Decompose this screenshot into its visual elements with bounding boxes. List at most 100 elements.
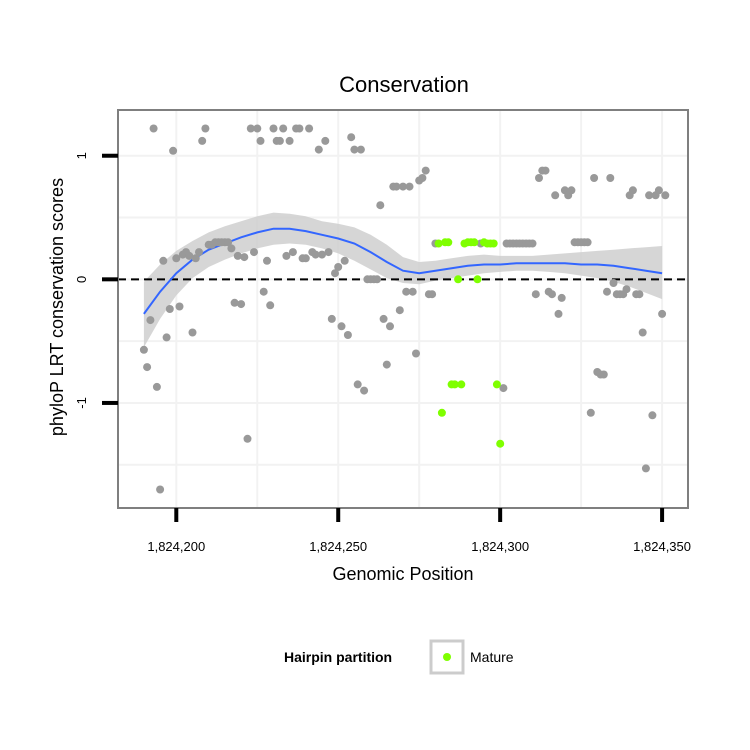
mature-point — [437, 408, 446, 417]
x-tick-label: 1,824,300 — [471, 539, 529, 554]
data-point — [343, 331, 352, 339]
data-point — [628, 186, 637, 195]
data-point — [412, 349, 420, 358]
data-point — [172, 254, 181, 263]
data-point — [185, 251, 194, 260]
data-point — [198, 136, 207, 145]
data-point — [567, 186, 576, 195]
panel-border — [117, 109, 689, 509]
data-point — [334, 263, 343, 271]
y-tick-label: 0 — [74, 276, 89, 283]
x-axis-label: Genomic Position — [332, 564, 473, 584]
data-point — [195, 248, 203, 257]
x-tick-label: 1,824,200 — [147, 539, 205, 554]
data-point — [305, 124, 314, 133]
data-point — [356, 145, 365, 154]
data-point — [402, 287, 411, 296]
data-point — [324, 248, 333, 257]
data-point — [658, 309, 667, 318]
data-point — [237, 300, 246, 309]
data-point — [548, 290, 556, 299]
y-axis-label: phyloP LRT conservation scores — [47, 178, 67, 436]
data-point — [321, 136, 330, 145]
data-point — [606, 174, 615, 182]
data-point — [279, 124, 288, 133]
data-point — [143, 363, 152, 372]
data-point — [648, 411, 657, 420]
data-point — [638, 328, 647, 337]
data-point — [288, 248, 297, 257]
mature-point — [496, 439, 505, 448]
data-point — [661, 191, 670, 200]
data-point — [227, 244, 236, 253]
data-point — [275, 136, 284, 145]
data-point — [428, 290, 437, 299]
data-point — [243, 434, 252, 443]
data-point — [421, 166, 430, 175]
data-point — [311, 250, 320, 259]
mature-point — [457, 380, 466, 389]
data-point — [395, 306, 404, 315]
data-point — [246, 124, 255, 133]
mature-point — [492, 380, 501, 389]
data-point — [360, 386, 369, 395]
legend-title: Hairpin partition — [284, 649, 392, 665]
x-axis: 1,824,200 1,824,250 1,824,300 1,824,350 — [147, 508, 691, 554]
data-point — [230, 298, 239, 307]
mature-point — [454, 275, 463, 284]
data-point — [331, 269, 339, 278]
data-point — [551, 191, 560, 200]
data-point — [654, 186, 663, 195]
data-point — [392, 182, 401, 191]
data-point — [373, 275, 382, 284]
data-point — [382, 360, 391, 369]
data-point — [301, 254, 310, 263]
data-point — [609, 279, 618, 287]
data-point — [295, 124, 304, 133]
data-point — [162, 333, 171, 342]
data-point — [599, 370, 608, 379]
data-point — [327, 314, 336, 323]
data-point — [499, 384, 508, 393]
data-point — [386, 322, 394, 331]
data-point — [590, 174, 599, 182]
legend: Hairpin partition Mature — [284, 639, 514, 675]
data-point — [399, 182, 407, 191]
y-tick-label: 1 — [74, 152, 89, 159]
mature-point — [434, 239, 443, 248]
data-point — [531, 290, 540, 299]
y-axis: -1 0 1 — [74, 152, 118, 409]
x-tick-label: 1,824,250 — [309, 539, 367, 554]
mature-point — [450, 380, 459, 389]
data-point — [645, 191, 654, 200]
data-point — [156, 485, 165, 494]
data-point — [583, 238, 592, 247]
data-point — [586, 408, 595, 417]
data-point — [337, 322, 346, 331]
data-point — [169, 146, 178, 155]
data-point — [641, 464, 650, 473]
data-point — [159, 256, 168, 265]
data-point — [340, 256, 349, 265]
data-point — [379, 314, 388, 323]
data-point — [149, 124, 158, 133]
data-point — [259, 287, 268, 296]
data-point — [541, 166, 550, 175]
data-point — [554, 309, 563, 318]
data-point — [165, 305, 174, 313]
data-point — [224, 238, 233, 247]
data-point — [253, 124, 262, 133]
legend-label-mature: Mature — [470, 649, 514, 665]
data-point — [635, 290, 644, 299]
y-tick-label: -1 — [74, 397, 89, 409]
data-point — [201, 124, 210, 133]
data-point — [405, 182, 414, 191]
data-point — [256, 136, 265, 145]
data-point — [188, 328, 197, 337]
data-point — [528, 239, 537, 248]
mature-point — [473, 275, 482, 284]
data-point — [350, 145, 359, 154]
data-point — [146, 316, 155, 325]
data-point — [266, 301, 275, 310]
data-point — [622, 285, 631, 294]
